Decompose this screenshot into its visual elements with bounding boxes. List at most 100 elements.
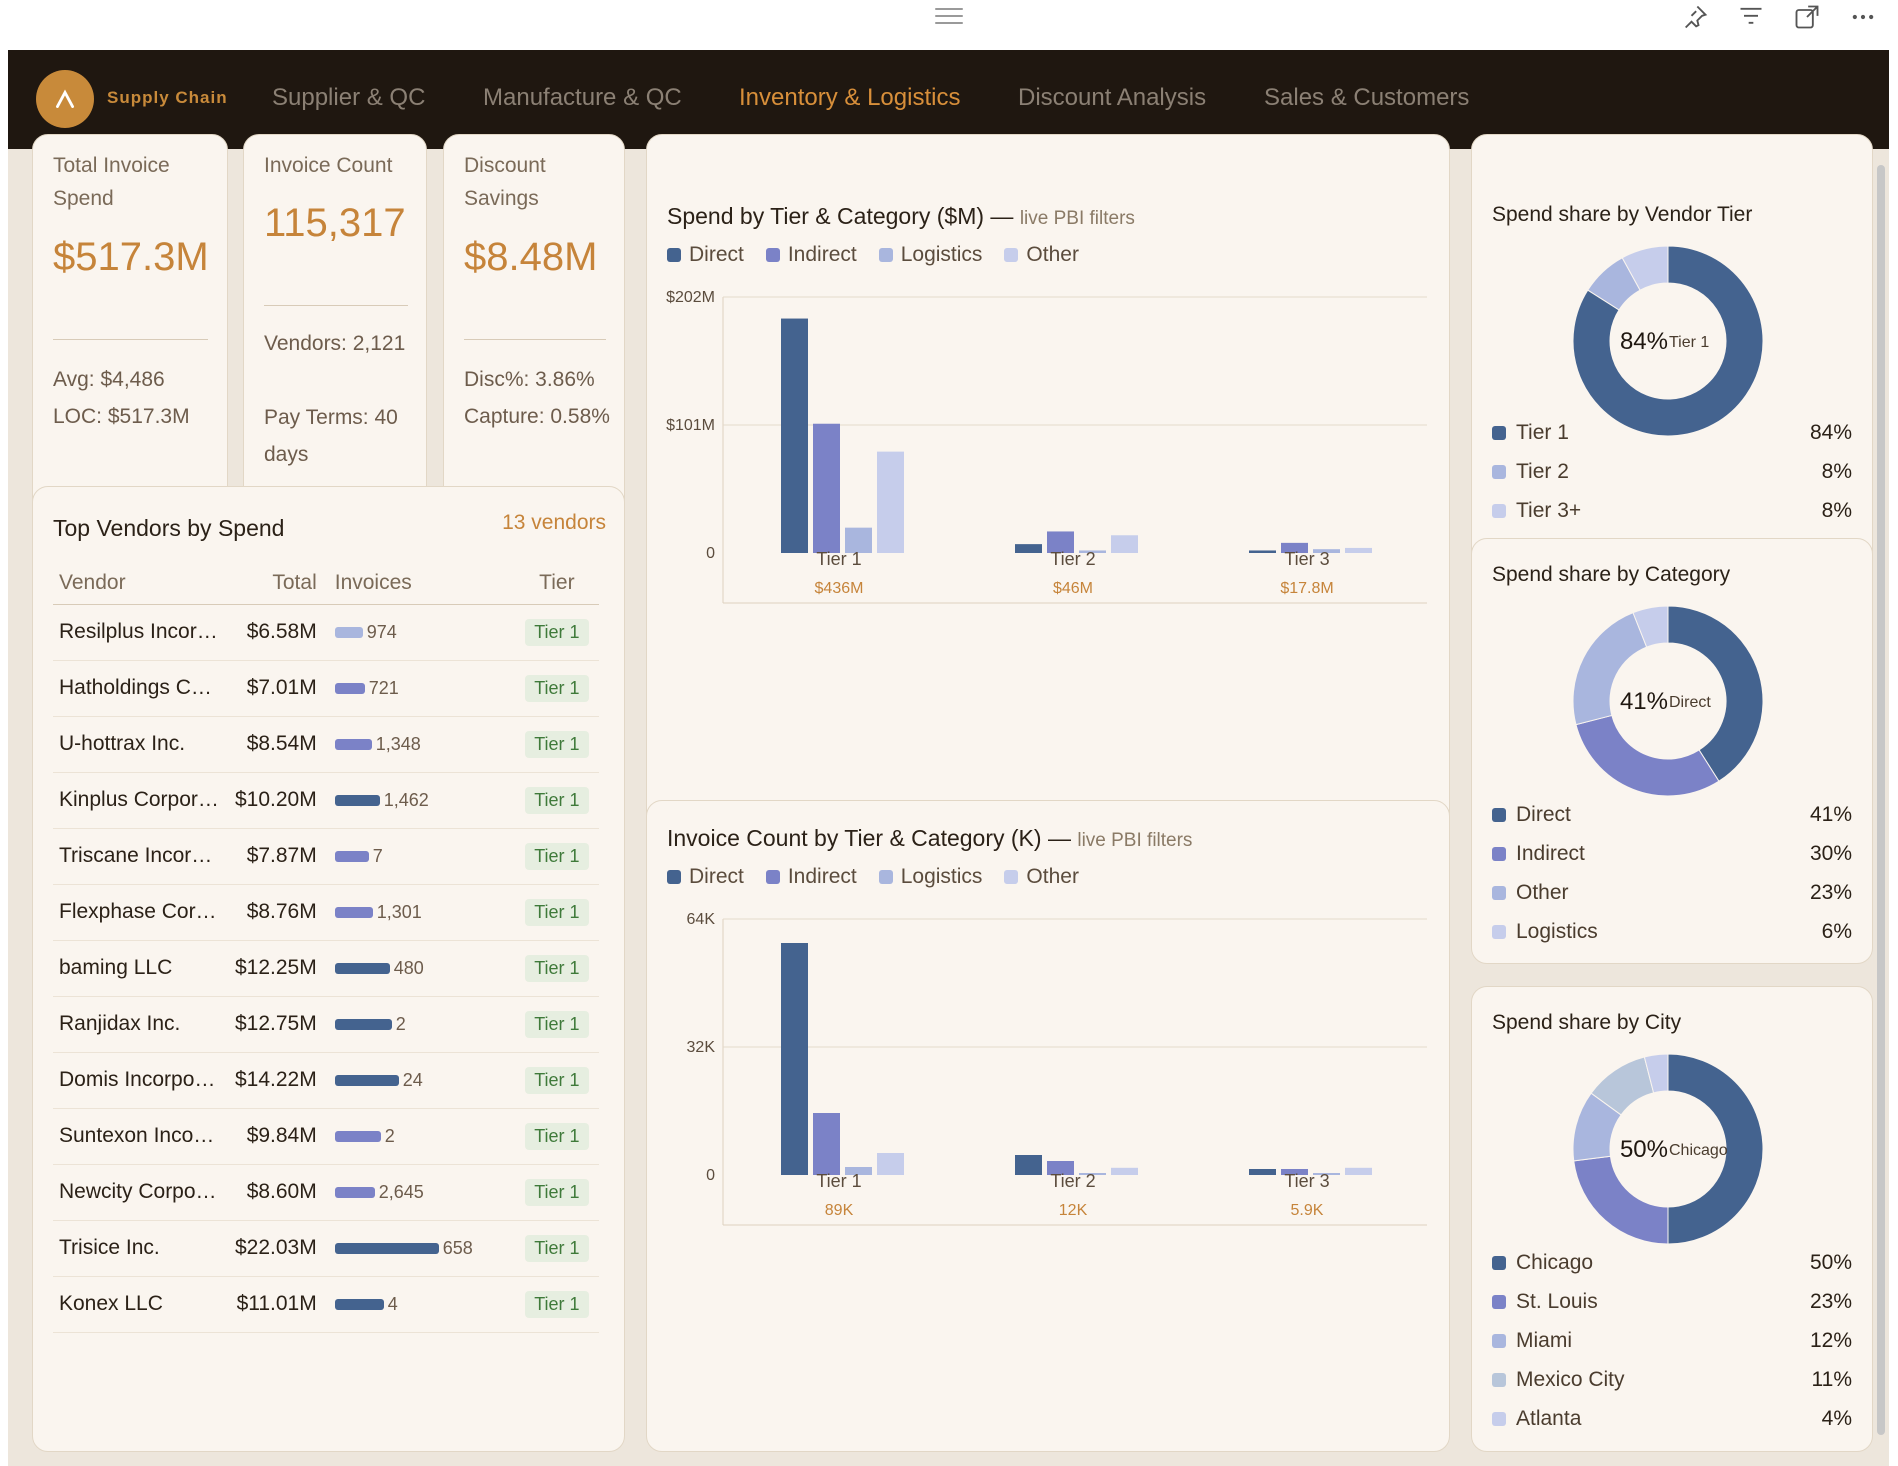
legend-label: Direct <box>689 865 744 888</box>
table-row[interactable]: Newcity Corpo… $8.60M 2,645 Tier 1 <box>53 1164 599 1221</box>
legend-row-mexico-city[interactable]: Mexico City 11% <box>1492 1360 1852 1399</box>
column-header-vendor[interactable]: Vendor <box>53 562 229 605</box>
legend-row-chicago[interactable]: Chicago 50% <box>1492 1243 1852 1282</box>
table-row[interactable]: Triscane Incor… $7.87M 7 Tier 1 <box>53 828 599 885</box>
bar-logistics-tier-3[interactable] <box>1313 549 1340 553</box>
table-row[interactable]: baming LLC $12.25M 480 Tier 1 <box>53 940 599 997</box>
table-row[interactable]: Kinplus Corpor… $10.20M 1,462 Tier 1 <box>53 772 599 829</box>
legend-row-tier-1[interactable]: Tier 1 84% <box>1492 413 1852 452</box>
bar-logistics-tier-1[interactable] <box>845 527 872 553</box>
table-row[interactable]: Resilplus Incor… $6.58M 974 Tier 1 <box>53 604 599 661</box>
table-row[interactable]: Suntexon Inco… $9.84M 2 Tier 1 <box>53 1108 599 1165</box>
vendor-cell: Triscane Incor… <box>53 828 229 885</box>
bar-other-tier-1[interactable] <box>877 1153 904 1175</box>
bar-indirect-tier-2[interactable] <box>1047 531 1074 553</box>
legend-item-other[interactable]: Other <box>1004 243 1079 267</box>
legend-row-st-louis[interactable]: St. Louis 23% <box>1492 1282 1852 1321</box>
legend-item-indirect[interactable]: Indirect <box>765 865 857 889</box>
drag-handle-icon[interactable] <box>935 8 963 24</box>
more-options-icon[interactable] <box>1848 2 1878 32</box>
bar-direct-tier-2[interactable] <box>1015 544 1042 553</box>
bar-direct-tier-1[interactable] <box>781 943 808 1175</box>
total-cell: $22.03M <box>229 1220 329 1277</box>
pin-icon[interactable] <box>1680 2 1710 32</box>
legend-row-logistics[interactable]: Logistics 6% <box>1492 912 1852 951</box>
legend-label: Logistics <box>900 243 983 266</box>
bar-logistics-tier-1[interactable] <box>845 1167 872 1175</box>
donut-slice-indirect[interactable] <box>1575 714 1720 797</box>
bar-other-tier-2[interactable] <box>1111 1167 1138 1175</box>
kpi-card-spend: Total Invoice Spend $517.3M Avg: $4,486 … <box>32 134 228 514</box>
donut-slice-tier-1[interactable] <box>1572 245 1764 437</box>
bar-other-tier-3[interactable] <box>1345 547 1372 553</box>
tier-badge: Tier 1 <box>525 898 589 926</box>
tab-sales-customers[interactable]: Sales & Customers <box>1264 84 1470 111</box>
column-header-tier[interactable]: Tier <box>508 562 599 605</box>
legend-item-direct[interactable]: Direct <box>667 243 744 267</box>
tier-cell: Tier 1 <box>508 1276 599 1333</box>
donut-slice-chicago[interactable] <box>1667 1053 1764 1245</box>
bar-indirect-tier-1[interactable] <box>813 423 840 553</box>
bar-other-tier-1[interactable] <box>877 451 904 553</box>
tab-manufacture-qc[interactable]: Manufacture & QC <box>483 84 682 111</box>
bar-direct-tier-3[interactable] <box>1249 550 1276 553</box>
legend-row-miami[interactable]: Miami 12% <box>1492 1321 1852 1360</box>
donut-slice-logistics[interactable] <box>1632 605 1669 648</box>
column-header-invoices[interactable]: Invoices <box>328 562 509 605</box>
vendors-table: Vendor Total Invoices Tier Resilplus Inc… <box>53 562 599 1333</box>
legend-item-logistics[interactable]: Logistics <box>878 865 982 889</box>
bar-indirect-tier-2[interactable] <box>1047 1161 1074 1175</box>
bar-direct-tier-3[interactable] <box>1249 1169 1276 1175</box>
invoices-cell: 2,645 <box>328 1164 509 1221</box>
legend-row-other[interactable]: Other 23% <box>1492 873 1852 912</box>
table-row[interactable]: Konex LLC $11.01M 4 Tier 1 <box>53 1276 599 1333</box>
tab-inventory-logistics[interactable]: Inventory & Logistics <box>739 84 961 111</box>
bar-indirect-tier-3[interactable] <box>1281 542 1308 553</box>
legend-item-direct[interactable]: Direct <box>667 865 744 889</box>
donut-slice-tier-3-[interactable] <box>1621 245 1669 291</box>
vendor-cell: Resilplus Incor… <box>53 604 229 661</box>
donut-slice-direct[interactable] <box>1667 605 1764 782</box>
invoice-bar <box>334 738 372 750</box>
bar-logistics-tier-2[interactable] <box>1079 1173 1106 1175</box>
legend-row-indirect[interactable]: Indirect 30% <box>1492 834 1852 873</box>
table-row[interactable]: Ranjidax Inc. $12.75M 2 Tier 1 <box>53 996 599 1053</box>
legend-row-direct[interactable]: Direct 41% <box>1492 795 1852 834</box>
tier-badge: Tier 1 <box>525 730 589 758</box>
column-header-total[interactable]: Total <box>229 562 329 605</box>
donut-slice-atlanta[interactable] <box>1643 1053 1669 1094</box>
table-row[interactable]: Hatholdings C… $7.01M 721 Tier 1 <box>53 660 599 717</box>
invoice-bar <box>334 1018 392 1030</box>
x-category-label: Tier 2 <box>1050 549 1095 569</box>
focus-mode-icon[interactable] <box>1792 2 1822 32</box>
tab-discount-analysis[interactable]: Discount Analysis <box>1018 84 1207 111</box>
legend-row-atlanta[interactable]: Atlanta 4% <box>1492 1399 1852 1438</box>
legend-item-logistics[interactable]: Logistics <box>878 243 983 267</box>
bar-indirect-tier-3[interactable] <box>1281 1169 1308 1175</box>
bar-direct-tier-1[interactable] <box>781 318 808 553</box>
legend-row-tier-2[interactable]: Tier 2 8% <box>1492 452 1852 491</box>
bar-other-tier-2[interactable] <box>1111 535 1138 553</box>
bar-logistics-tier-2[interactable] <box>1079 550 1106 553</box>
legend-item-indirect[interactable]: Indirect <box>765 243 857 267</box>
donut-slice-st-louis[interactable] <box>1573 1155 1669 1245</box>
vendor-count: 13 vendors <box>502 511 606 534</box>
legend-swatch <box>878 870 893 884</box>
legend-label: Indirect <box>787 865 857 888</box>
tab-supplier-qc[interactable]: Supplier & QC <box>272 84 426 111</box>
vertical-scrollbar[interactable] <box>1877 165 1885 1435</box>
legend-row-tier-3-[interactable]: Tier 3+ 8% <box>1492 491 1852 530</box>
table-row[interactable]: U-hottrax Inc. $8.54M 1,348 Tier 1 <box>53 716 599 773</box>
bar-indirect-tier-1[interactable] <box>813 1113 840 1175</box>
table-row[interactable]: Trisice Inc. $22.03M 658 Tier 1 <box>53 1220 599 1277</box>
bar-direct-tier-2[interactable] <box>1015 1155 1042 1175</box>
table-row[interactable]: Flexphase Cor… $8.76M 1,301 Tier 1 <box>53 884 599 941</box>
table-row[interactable]: Domis Incorpo… $14.22M 24 Tier 1 <box>53 1052 599 1109</box>
bar-other-tier-3[interactable] <box>1345 1167 1372 1175</box>
legend-item-other[interactable]: Other <box>1004 865 1079 889</box>
top-vendors-card: Top Vendors by Spend 13 vendors Vendor T… <box>32 486 625 1452</box>
x-category-label: Tier 2 <box>1050 1171 1095 1191</box>
filter-icon[interactable] <box>1736 2 1766 32</box>
invoice-bar <box>334 850 369 862</box>
bar-logistics-tier-3[interactable] <box>1313 1173 1340 1175</box>
